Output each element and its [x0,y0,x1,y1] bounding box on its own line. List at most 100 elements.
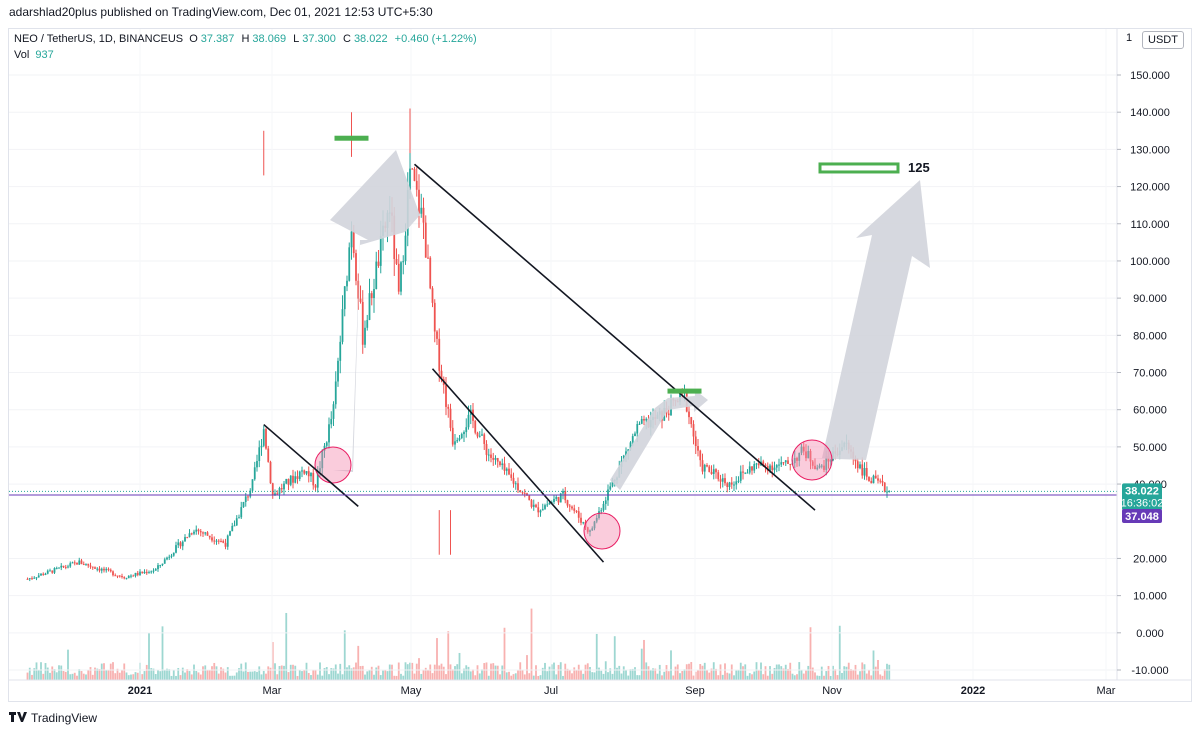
candle-body [143,571,146,574]
candle-body [872,475,875,484]
volume-bar [834,669,837,680]
volume-bar [262,670,265,680]
candle-body [562,490,564,494]
volume-bar [748,673,751,680]
volume-bar [472,669,474,680]
candle-body [814,465,816,470]
volume-bar [233,675,236,680]
volume-bar [683,669,686,680]
volume-bar [404,662,407,680]
tradingview-logo-icon [9,711,27,725]
candle-body [604,500,607,504]
volume-bar [530,608,533,680]
volume-bars [26,608,891,680]
last-price-tag [1122,483,1162,511]
candle-body [784,460,787,463]
volume-bar [865,673,868,680]
candle-body [631,436,634,443]
candle-body [728,482,731,488]
volume-bar [431,673,434,680]
volume-bar [496,665,499,680]
volume-bar [791,673,794,680]
volume-bar [598,667,600,680]
volume-bar [123,663,126,680]
volume-bar [537,675,540,680]
volume-bar [287,672,290,680]
candle-body [629,442,632,450]
volume-bar [510,675,513,680]
candle-body [512,477,515,484]
candle-body [348,247,351,281]
price-tick-label: -10.000 [1131,665,1168,677]
candle-body [514,483,517,485]
volume-bar [400,673,402,680]
candle-body [260,445,263,448]
volume-bar [91,674,94,680]
candle-body [780,462,783,465]
candle-body [294,476,297,483]
symbol-label[interactable]: NEO / TetherUS, 1D, BINANCEUS [14,33,184,45]
volume-bar [37,670,40,680]
candle-body [233,525,236,527]
candle-body [375,261,378,290]
candle-body [775,465,778,468]
time-axis-label: May [401,685,422,697]
candle-body [31,578,33,580]
volume-bar [211,666,213,680]
candle-body [638,423,641,425]
candle-body [591,528,594,531]
volume-bar [323,668,326,680]
candle-body [51,570,54,573]
volume-bar [85,674,87,680]
footer: TradingView [9,711,97,725]
volume-bar [53,669,56,680]
trendline [431,368,605,563]
candle-body [805,451,807,459]
purple-line-tag [1122,509,1162,524]
volume-bar [499,674,501,680]
volume-bar [523,674,526,680]
candle-body [265,429,267,449]
volume-bar [69,674,72,680]
volume-bar [411,662,414,680]
breakout-circle [314,446,352,484]
candle-body [643,419,645,421]
candle-body [802,446,805,452]
candle-body [829,460,832,462]
candle-body [283,483,285,490]
time-axis-label: Nov [822,685,842,697]
volume-bar [247,671,249,680]
volume-bar [152,668,155,680]
volume-bar [769,666,771,680]
volume-bar [557,664,560,680]
volume-bar [656,673,659,680]
volume-bar [582,673,585,680]
candle-body [141,571,144,574]
volume-bar [638,675,641,680]
volume-bar [685,664,688,680]
candle-body [276,493,279,495]
candle-body [863,468,866,476]
volume-bar [330,668,333,680]
volume-bar [294,665,297,680]
breakout-circle [583,512,621,550]
candle-body [352,231,355,254]
footer-brand[interactable]: TradingView [31,711,98,725]
volume-bar [355,662,357,680]
candle-body [163,559,166,564]
candle-body [179,542,182,547]
price-tick-label: 70.000 [1133,368,1167,380]
candle-body [161,563,164,566]
volume-bar [564,663,567,680]
candle-body [519,490,522,493]
volume-bar [757,670,760,680]
candle-body [431,288,434,303]
candle-body [402,261,405,263]
volume-bar [141,674,144,680]
volume-bar [451,669,454,680]
currency-button[interactable]: USDT [1142,31,1184,49]
candle-body [712,469,715,474]
candle-body [121,576,123,578]
volume-bar [44,663,47,680]
